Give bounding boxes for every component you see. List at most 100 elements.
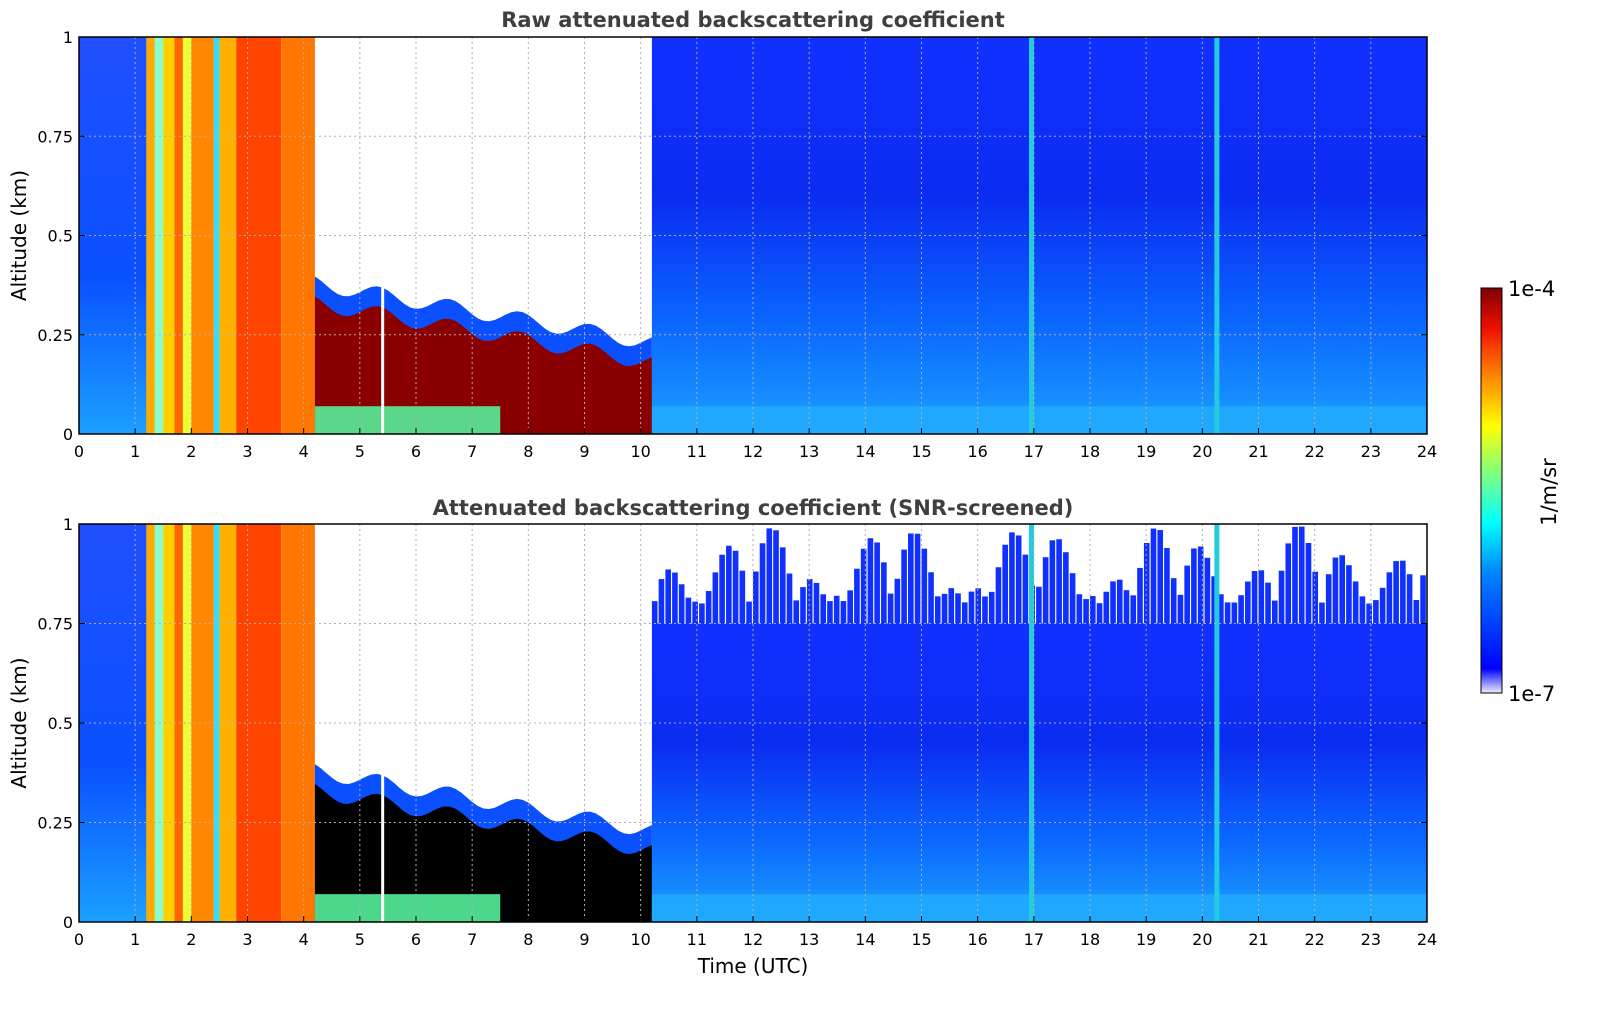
fog-column [213, 524, 220, 922]
noise-column [1393, 561, 1399, 624]
colorbar-min-label: 1e-7 [1508, 682, 1555, 706]
noise-column [867, 538, 874, 624]
cloud-base-layer [314, 894, 501, 922]
noise-column [894, 578, 901, 624]
x-tick-label: 16 [967, 930, 987, 949]
noise-column [901, 549, 907, 624]
x-tick-label: 12 [743, 930, 763, 949]
x-tick-label: 13 [799, 930, 819, 949]
noise-column [1413, 599, 1420, 624]
noise-column [793, 600, 800, 624]
noise-column [1406, 574, 1413, 624]
x-tick-label: 2 [186, 442, 196, 461]
x-tick-label: 0 [74, 930, 84, 949]
noise-column [1298, 526, 1305, 624]
y-tick-label: 1 [63, 28, 73, 47]
noise-column [995, 567, 1002, 624]
noise-column [1231, 602, 1238, 624]
noise-column [1177, 594, 1184, 624]
noise-column [766, 528, 773, 624]
x-tick-label: 20 [1192, 930, 1212, 949]
x-tick-label: 6 [411, 442, 421, 461]
plot-area [79, 37, 1427, 434]
noise-column [854, 568, 860, 624]
noise-column [961, 602, 968, 624]
x-tick-label: 15 [911, 930, 931, 949]
noise-column [1116, 579, 1123, 624]
y-tick-label: 0 [63, 913, 73, 932]
clear-sky-region [651, 623, 1427, 922]
x-tick-label: 18 [1080, 930, 1100, 949]
noise-column [881, 562, 887, 624]
noise-column [1359, 596, 1366, 624]
noise-column [712, 572, 719, 624]
y-tick-label: 0.25 [37, 326, 73, 345]
noise-column [692, 601, 698, 624]
noise-column [1332, 557, 1339, 624]
x-tick-label: 7 [467, 930, 477, 949]
noise-column [732, 550, 739, 624]
noise-column [941, 593, 948, 624]
x-tick-label: 11 [687, 930, 707, 949]
x-tick-label: 18 [1080, 442, 1100, 461]
x-tick-label: 4 [299, 442, 309, 461]
x-tick-label: 13 [799, 442, 819, 461]
noise-column [800, 587, 806, 624]
x-tick-label: 24 [1417, 442, 1437, 461]
noise-column [1305, 543, 1312, 624]
x-tick-label: 11 [687, 442, 707, 461]
x-tick-label: 12 [743, 442, 763, 461]
noise-column [1292, 526, 1298, 624]
noise-column [813, 582, 820, 624]
x-tick-label: 9 [579, 930, 589, 949]
noise-column [887, 593, 894, 624]
x-tick-label: 17 [1024, 930, 1044, 949]
x-tick-label: 6 [411, 930, 421, 949]
noise-column [1352, 581, 1359, 624]
noise-column [1096, 603, 1103, 624]
fog-column [191, 524, 214, 922]
noise-column [1379, 587, 1386, 624]
noise-column [1164, 548, 1170, 624]
noise-column [1251, 571, 1258, 624]
noise-column [705, 591, 712, 624]
x-tick-label: 9 [579, 442, 589, 461]
chart-title: Raw attenuated backscattering coefficien… [501, 8, 1005, 32]
noise-column [806, 579, 813, 624]
noise-column [1036, 586, 1042, 624]
chart-title: Attenuated backscattering coefficient (S… [433, 496, 1074, 520]
vertical-streak [1029, 37, 1035, 434]
noise-column [1278, 570, 1285, 624]
noise-column [665, 569, 671, 624]
y-axis-label: Altitude (km) [7, 170, 31, 301]
fog-column [213, 37, 220, 434]
x-tick-label: 2 [186, 930, 196, 949]
noise-column [678, 584, 685, 624]
y-axis-label: Altitude (km) [7, 657, 31, 788]
noise-column [1049, 540, 1056, 624]
x-tick-label: 22 [1304, 930, 1324, 949]
x-tick-label: 20 [1192, 442, 1212, 461]
noise-column [746, 601, 752, 624]
noise-column [726, 545, 732, 624]
x-tick-label: 7 [467, 442, 477, 461]
noise-column [1103, 591, 1110, 624]
noise-column [1265, 582, 1271, 624]
noise-column [1271, 600, 1278, 624]
colorbar: 1e-4 1e-7 1/m/sr [1480, 277, 1561, 706]
noise-column [1319, 602, 1325, 624]
y-tick-label: 0.75 [37, 615, 73, 634]
cloud-core [314, 296, 652, 434]
noise-column [1123, 590, 1130, 624]
noise-column [874, 542, 880, 624]
noise-column [1083, 599, 1089, 624]
noise-column [685, 597, 692, 624]
noise-column [1191, 548, 1197, 624]
data-gap [381, 37, 385, 434]
noise-column [928, 572, 934, 624]
noise-column [1346, 565, 1352, 624]
fog-column [163, 37, 175, 434]
noise-column [786, 573, 793, 624]
noise-column [1143, 542, 1150, 624]
